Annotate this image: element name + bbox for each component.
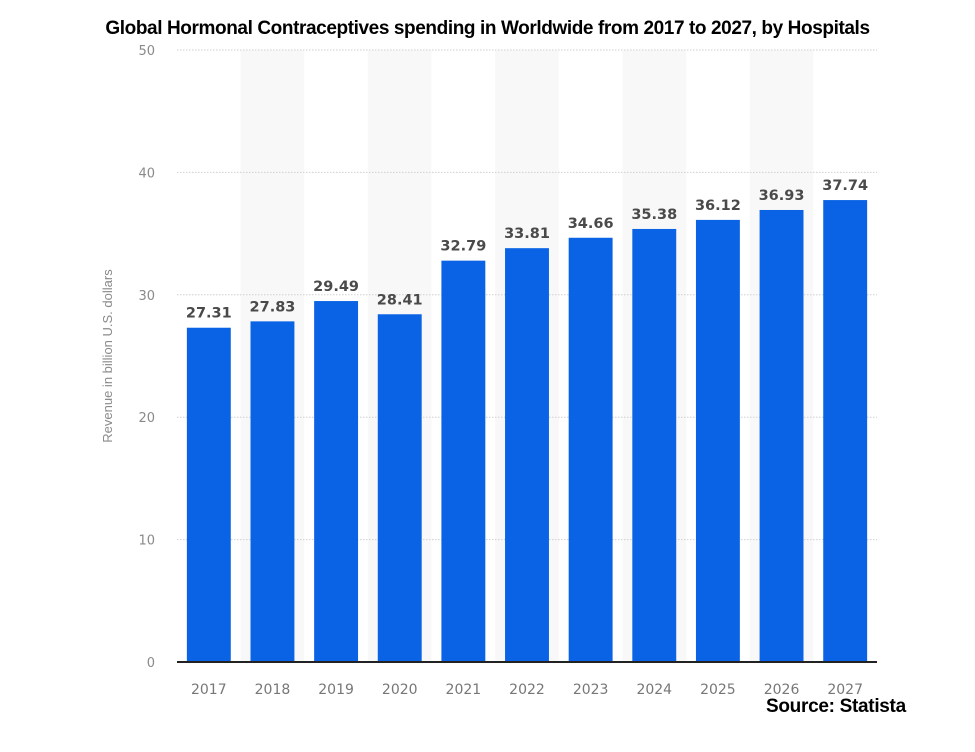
y-axis-ticks: 0 10 20 30 40 50 [138, 44, 155, 671]
x-tick-label: 2019 [318, 682, 354, 698]
data-label: 36.12 [695, 198, 741, 214]
bar [505, 248, 549, 663]
data-label: 34.66 [568, 216, 614, 232]
y-axis-label: Revenue in billion U.S. dollars [100, 269, 115, 443]
bar [759, 209, 804, 662]
x-tick-label: 2026 [764, 682, 800, 698]
y-tick-label: 0 [147, 656, 155, 671]
y-tick-label: 50 [138, 44, 155, 59]
bar [823, 200, 868, 663]
bars [186, 200, 868, 663]
data-label: 36.93 [759, 188, 805, 204]
data-label: 32.79 [440, 239, 486, 255]
y-tick-label: 40 [138, 166, 155, 181]
bar [568, 237, 613, 662]
x-tick-label: 2021 [446, 682, 482, 698]
data-label: 27.83 [250, 299, 296, 315]
x-tick-label: 2025 [700, 682, 736, 698]
x-tick-label: 2020 [382, 682, 418, 698]
x-tick-label: 2017 [191, 682, 227, 698]
bar [314, 301, 359, 662]
data-label: 33.81 [504, 226, 550, 242]
bar [250, 321, 295, 662]
data-labels: 27.31 27.83 29.49 28.41 32.79 33.81 34.66 35.38… [186, 178, 868, 322]
data-label: 27.31 [186, 306, 232, 322]
x-tick-label: 2027 [827, 682, 863, 698]
y-tick-label: 10 [138, 534, 155, 549]
chart-title: Global Hormonal Contraceptives spending … [105, 18, 870, 39]
data-label: 35.38 [631, 207, 677, 223]
bar [632, 228, 677, 663]
data-label: 28.41 [377, 292, 423, 308]
data-label: 29.49 [313, 279, 359, 295]
x-axis-ticks: 2017 2018 2019 2020 2021 2022 2023 2024 2025 2026… [191, 682, 863, 698]
bar [186, 327, 231, 662]
y-tick-label: 30 [138, 289, 155, 304]
bar [695, 219, 740, 662]
x-tick-label: 2024 [636, 682, 672, 698]
bar [441, 260, 486, 662]
x-tick-label: 2022 [509, 682, 545, 698]
y-tick-label: 20 [138, 411, 155, 426]
x-tick-label: 2023 [573, 682, 609, 698]
source-note: Source: Statista [766, 696, 906, 717]
bar [377, 314, 422, 662]
x-tick-label: 2018 [255, 682, 291, 698]
data-label: 37.74 [822, 178, 868, 194]
